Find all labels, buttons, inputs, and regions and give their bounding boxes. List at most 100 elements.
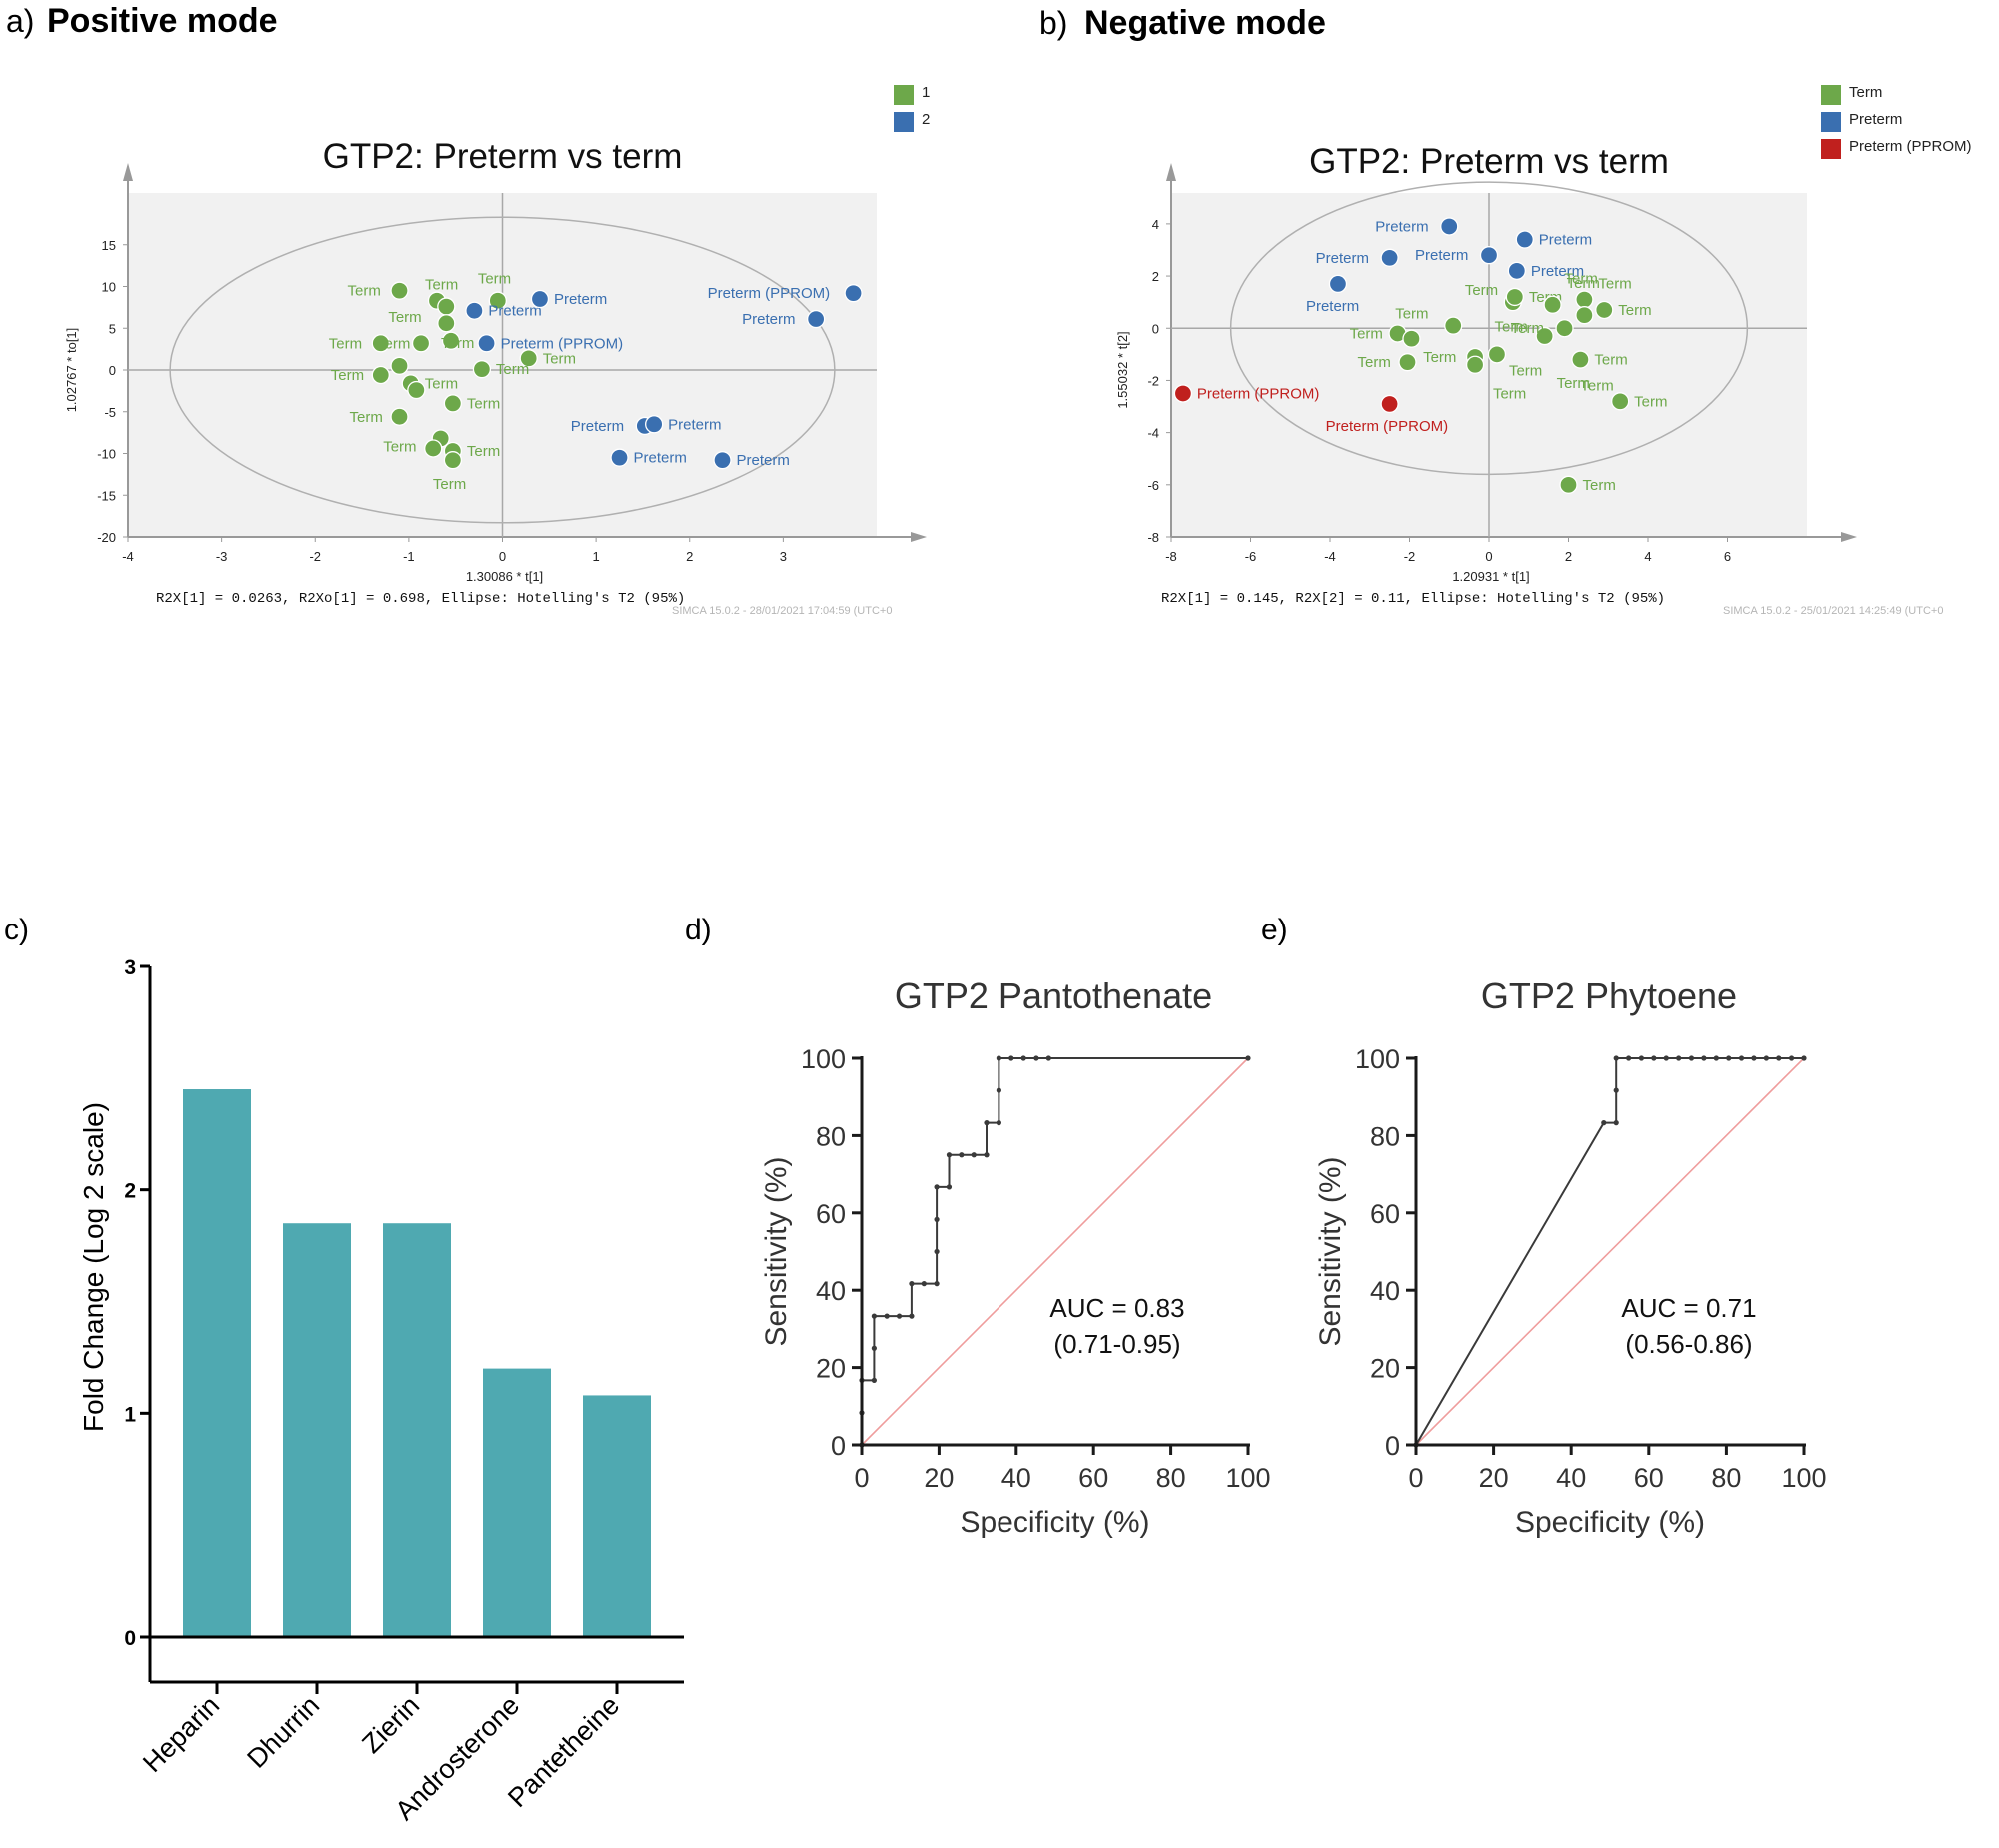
score-point bbox=[443, 451, 463, 470]
score-point bbox=[1398, 353, 1417, 372]
point-label: Term bbox=[1423, 349, 1456, 366]
score-point bbox=[411, 334, 431, 353]
x-tick-label: 0 bbox=[1408, 1463, 1423, 1493]
roc-point bbox=[1020, 1055, 1026, 1061]
point-label: Preterm bbox=[742, 311, 795, 328]
roc-point bbox=[1613, 1120, 1619, 1126]
y-tick-label: 40 bbox=[1370, 1276, 1400, 1306]
roc-point bbox=[1801, 1055, 1807, 1061]
score-point bbox=[610, 448, 629, 467]
y-tick-label: -5 bbox=[104, 405, 116, 420]
x-tick-label: -4 bbox=[1324, 549, 1336, 564]
x-tick-label: -6 bbox=[1245, 549, 1257, 564]
x-tick-label: 40 bbox=[1001, 1463, 1031, 1493]
y-tick-label: 2 bbox=[124, 1180, 136, 1203]
x-tick-label: 60 bbox=[1078, 1463, 1108, 1493]
score-point bbox=[1380, 394, 1399, 414]
y-tick-label: -2 bbox=[1147, 373, 1159, 388]
chart-b-score-plot: -8 -6 -4 -2 0 2 4 6 4 2 0 -2 -4 -6 -8 Preterm Preterm Pre… bbox=[1115, 84, 1972, 617]
point-label: Term bbox=[1594, 352, 1627, 369]
bar bbox=[583, 1395, 651, 1637]
panel-a-heading: Positive mode bbox=[47, 2, 278, 40]
roc-point bbox=[909, 1281, 915, 1287]
chart-d-roc-curve: 00 20 20 40 40 60 60 80 80 100 100 Specificity (%) S… bbox=[760, 975, 1271, 1539]
point-label: Term bbox=[383, 438, 416, 455]
y-axis-label: 1.55032 * t[2] bbox=[1115, 331, 1130, 408]
score-point bbox=[437, 297, 456, 316]
x-tick-label: -4 bbox=[122, 549, 134, 564]
x-tick-label: 40 bbox=[1556, 1463, 1586, 1493]
roc-point bbox=[921, 1281, 927, 1287]
roc-point bbox=[996, 1087, 1001, 1093]
x-tick-label: 100 bbox=[1781, 1463, 1826, 1493]
bar bbox=[183, 1089, 251, 1637]
x-tick-label: 20 bbox=[1479, 1463, 1509, 1493]
score-point bbox=[437, 314, 456, 333]
point-label: Preterm bbox=[1306, 298, 1359, 315]
score-point bbox=[1328, 274, 1348, 294]
y-tick-label: 60 bbox=[816, 1199, 846, 1229]
score-point bbox=[1479, 246, 1499, 265]
roc-point bbox=[1651, 1055, 1657, 1061]
score-point bbox=[1465, 355, 1485, 374]
bar bbox=[383, 1223, 451, 1637]
y-tick-label: 60 bbox=[1370, 1199, 1400, 1229]
point-label: Term bbox=[1565, 271, 1598, 288]
x-tick-label: 0 bbox=[499, 549, 506, 564]
y-tick-label: 1 bbox=[124, 1403, 136, 1426]
roc-point bbox=[934, 1184, 940, 1190]
point-label: Term bbox=[1511, 320, 1544, 337]
y-tick-label: 100 bbox=[1355, 1044, 1400, 1074]
x-axis-label: 1.20931 * t[1] bbox=[1452, 569, 1529, 584]
x-tick-label: 60 bbox=[1634, 1463, 1664, 1493]
point-label: Term bbox=[433, 476, 466, 493]
point-label: Term bbox=[441, 335, 474, 352]
x-axis-arrow bbox=[1841, 532, 1857, 542]
score-point bbox=[519, 349, 538, 368]
score-point bbox=[1555, 319, 1574, 338]
score-point bbox=[1505, 287, 1524, 307]
panel-e-letter: e) bbox=[1261, 914, 1288, 946]
x-tick-label: 100 bbox=[1225, 1463, 1270, 1493]
reference-diagonal bbox=[1415, 1057, 1805, 1446]
y-tick-label: 4 bbox=[1152, 217, 1159, 232]
score-point bbox=[371, 365, 390, 385]
y-axis-label: Sensitivity (%) bbox=[760, 1156, 793, 1346]
category-label: Dhurrin bbox=[241, 1690, 325, 1774]
legend-label: Term bbox=[1849, 84, 1882, 101]
y-axis-label: Sensitivity (%) bbox=[1314, 1156, 1347, 1346]
x-tick-label: 3 bbox=[780, 549, 787, 564]
x-axis-label: 1.30086 * t[1] bbox=[466, 569, 543, 584]
bar bbox=[483, 1368, 551, 1637]
y-tick-label: 3 bbox=[124, 956, 136, 979]
score-point bbox=[488, 291, 507, 310]
point-label: Term bbox=[1634, 393, 1667, 410]
panel-d-letter: d) bbox=[685, 914, 712, 946]
point-label: Preterm (PPROM) bbox=[1197, 385, 1320, 402]
chart-title: GTP2 Pantothenate bbox=[895, 975, 1212, 1016]
point-label: Preterm (PPROM) bbox=[501, 335, 624, 352]
panel-c-letter: c) bbox=[4, 914, 29, 946]
x-tick-label: 0 bbox=[1485, 549, 1492, 564]
point-label: Preterm bbox=[488, 303, 541, 320]
point-label: Preterm bbox=[1316, 250, 1369, 267]
score-point bbox=[465, 301, 484, 320]
point-label: Term bbox=[1583, 477, 1616, 494]
x-tick-label: 0 bbox=[854, 1463, 869, 1493]
point-label: Term bbox=[425, 375, 458, 392]
score-point bbox=[1595, 300, 1614, 320]
score-point bbox=[441, 331, 461, 350]
y-tick-label: 0 bbox=[109, 363, 116, 378]
model-summary: R2X[1] = 0.145, R2X[2] = 0.11, Ellipse: … bbox=[1161, 591, 1665, 607]
point-label: Preterm bbox=[1375, 218, 1428, 235]
point-label: Term bbox=[543, 350, 576, 367]
roc-point bbox=[1601, 1120, 1607, 1126]
auc-value: AUC = 0.83 bbox=[1049, 1293, 1184, 1323]
y-tick-label: -20 bbox=[97, 530, 116, 545]
roc-point bbox=[946, 1184, 953, 1190]
score-point bbox=[1571, 350, 1590, 369]
score-point bbox=[713, 451, 732, 470]
hotelling-ellipse bbox=[1229, 181, 1749, 476]
